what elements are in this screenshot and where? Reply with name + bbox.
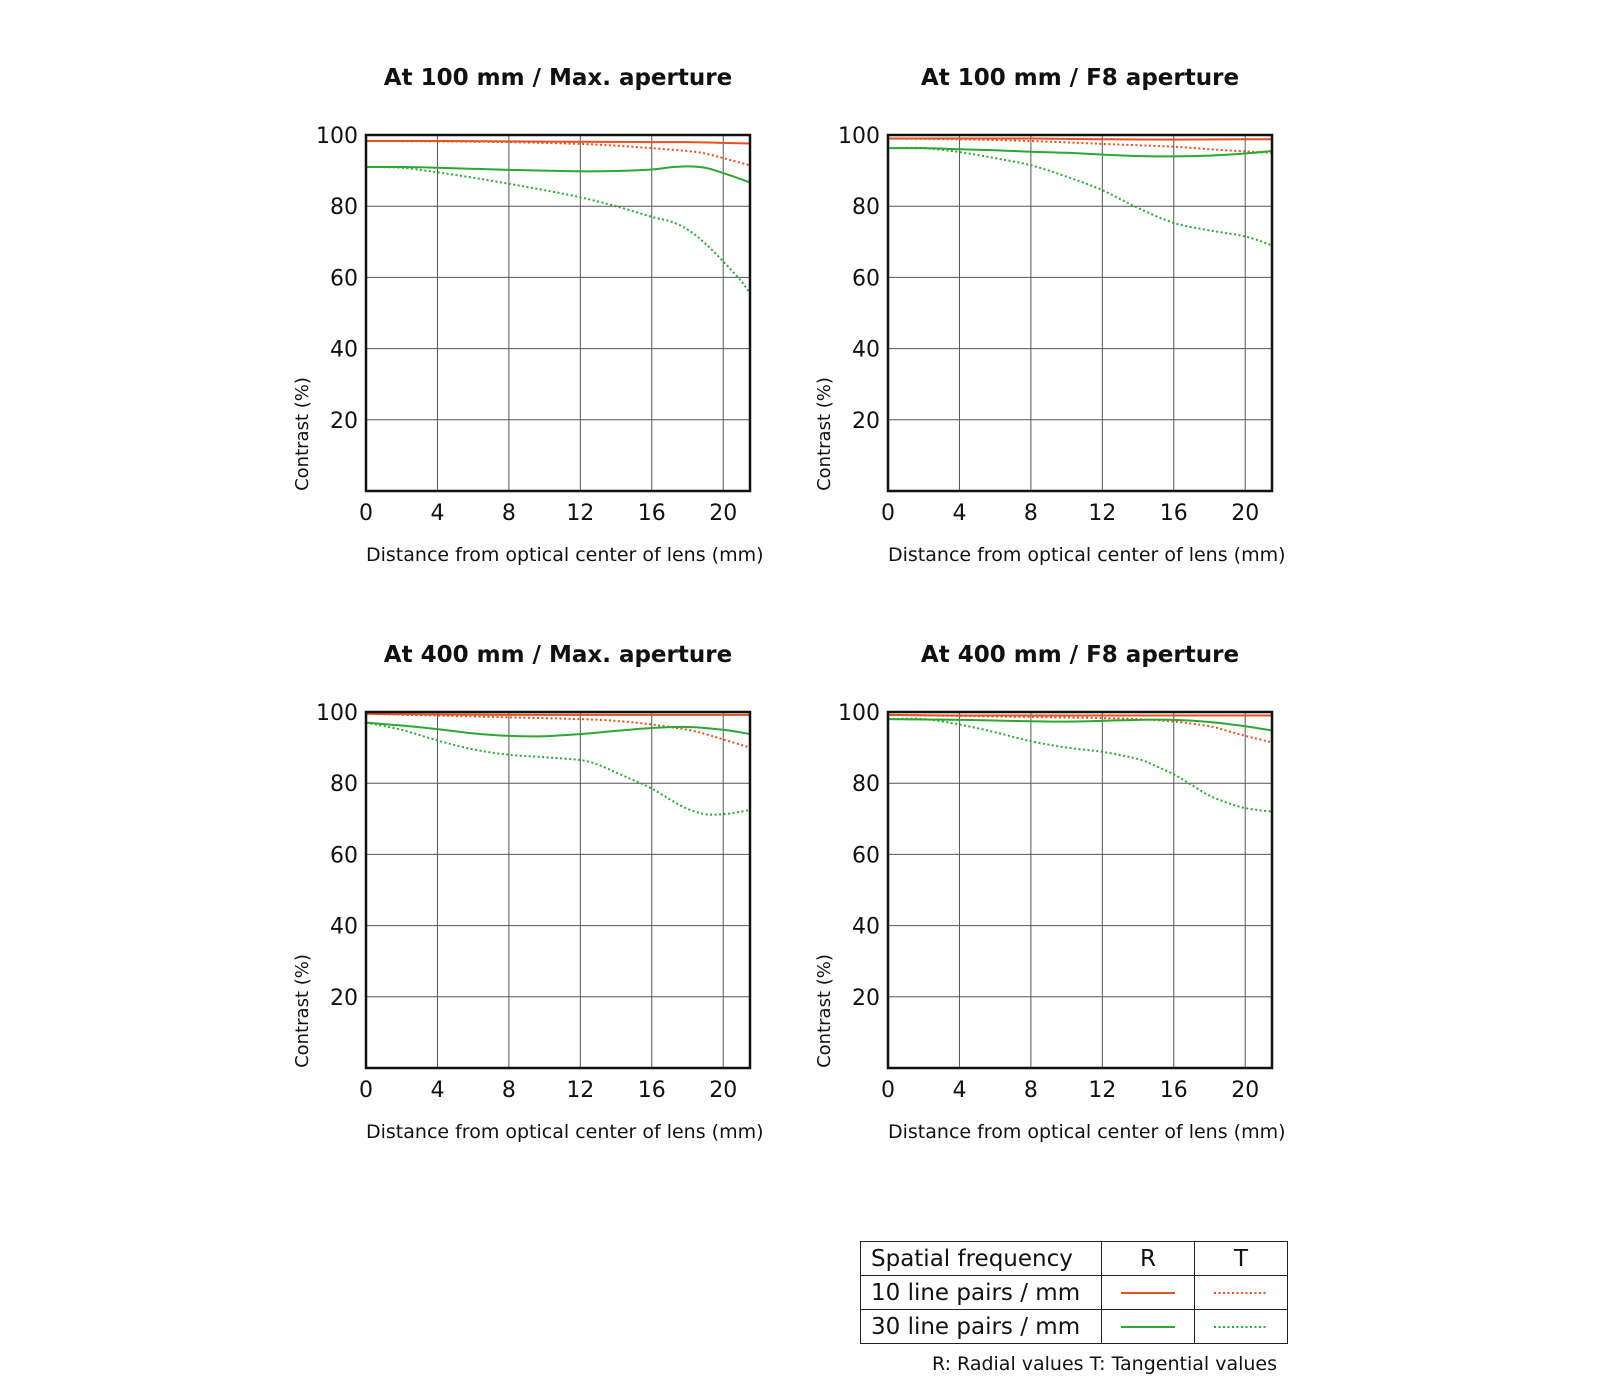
x-tick-label: 8 xyxy=(502,501,516,526)
legend-swatch-10lp-tangential xyxy=(1194,1275,1288,1310)
x-tick-label: 12 xyxy=(566,501,594,526)
legend-swatch-30lp-tangential xyxy=(1194,1309,1288,1344)
legend-header-t: T xyxy=(1194,1241,1288,1276)
y-tick-label: 40 xyxy=(852,338,880,363)
plot-frame xyxy=(886,133,1274,493)
y-tick-label: 100 xyxy=(838,701,880,726)
x-tick-label: 12 xyxy=(1088,501,1116,526)
legend-label-10lp: 10 line pairs / mm xyxy=(860,1275,1102,1310)
y-axis-label: Contrast (%) xyxy=(292,377,313,491)
chart-panel-3: At 400 mm / Max. aperture 20 40 60 80 100 0 4 8 1… xyxy=(292,642,764,1143)
legend-swatch-30lp-radial xyxy=(1101,1309,1195,1344)
x-axis-label: Distance from optical center of lens (mm… xyxy=(888,1121,1286,1143)
y-tick-label: 100 xyxy=(316,701,358,726)
legend-label-30lp: 30 line pairs / mm xyxy=(860,1309,1102,1344)
legend-row-30lp: 30 line pairs / mm xyxy=(860,1309,1288,1344)
series-line-1 xyxy=(887,713,1272,717)
y-tick-label: 60 xyxy=(330,843,358,868)
chart-panel-4: At 400 mm / F8 aperture 20 40 60 80 100 0 4 8 12 1… xyxy=(814,642,1286,1143)
plot-frame xyxy=(364,133,752,493)
series-line-3 xyxy=(365,165,751,184)
y-tick-label: 80 xyxy=(330,772,358,797)
series-line-2 xyxy=(365,712,751,749)
x-tick-label: 12 xyxy=(1088,1078,1116,1103)
x-tick-label: 0 xyxy=(881,501,895,526)
x-tick-label: 4 xyxy=(430,1078,444,1103)
chart-panel-1: At 100 mm / Max. aperture 20 40 60 80 100 0 4 8 1… xyxy=(292,65,764,566)
x-tick-label: 8 xyxy=(1024,501,1038,526)
series-line-3 xyxy=(887,718,1273,732)
x-tick-label: 0 xyxy=(881,1078,895,1103)
x-tick-label: 20 xyxy=(709,501,737,526)
x-tick-label: 16 xyxy=(638,1078,666,1103)
x-axis-label: Distance from optical center of lens (mm… xyxy=(888,544,1286,566)
chart-title: At 100 mm / Max. aperture xyxy=(384,65,732,91)
legend-note: R: Radial values T: Tangential values xyxy=(931,1353,1277,1375)
series-line-1 xyxy=(365,140,751,145)
y-tick-label: 60 xyxy=(852,266,880,291)
x-tick-label: 4 xyxy=(430,501,444,526)
x-tick-label: 8 xyxy=(502,1078,516,1103)
legend-header-label: Spatial frequency xyxy=(860,1241,1102,1276)
y-tick-label: 80 xyxy=(852,772,880,797)
plot-frame xyxy=(886,710,1274,1070)
y-tick-label: 20 xyxy=(852,409,880,434)
series-line-1 xyxy=(365,712,751,716)
series-line-4 xyxy=(887,146,1273,247)
x-tick-label: 20 xyxy=(1231,501,1259,526)
legend-header-r: R xyxy=(1101,1241,1195,1276)
x-axis-label: Distance from optical center of lens (mm… xyxy=(366,1121,764,1143)
legend-swatch-10lp-radial xyxy=(1101,1275,1195,1310)
y-tick-label: 20 xyxy=(330,986,358,1011)
y-tick-label: 60 xyxy=(330,266,358,291)
y-axis-label: Contrast (%) xyxy=(814,954,835,1068)
x-tick-label: 8 xyxy=(1024,1078,1038,1103)
chart-title: At 400 mm / Max. aperture xyxy=(384,642,732,668)
x-tick-label: 16 xyxy=(1160,1078,1188,1103)
series-line-4 xyxy=(365,166,751,295)
y-tick-label: 40 xyxy=(330,915,358,940)
y-tick-label: 80 xyxy=(852,195,880,220)
series-line-1 xyxy=(887,137,1273,141)
chart-title: At 400 mm / F8 aperture xyxy=(921,642,1239,668)
x-tick-label: 0 xyxy=(359,1078,373,1103)
plot-frame xyxy=(364,710,752,1070)
legend-header-row: Spatial frequency R T xyxy=(860,1241,1288,1276)
series-line-3 xyxy=(887,147,1273,158)
chart-title: At 100 mm / F8 aperture xyxy=(921,65,1239,91)
y-axis-label: Contrast (%) xyxy=(814,377,835,491)
x-tick-label: 4 xyxy=(952,501,966,526)
y-tick-label: 40 xyxy=(852,915,880,940)
y-tick-label: 20 xyxy=(852,986,880,1011)
chart-panel-2: At 100 mm / F8 aperture 20 40 60 80 100 0 4 8 12 1… xyxy=(814,65,1286,566)
y-tick-label: 20 xyxy=(330,409,358,434)
legend-row-10lp: 10 line pairs / mm xyxy=(860,1275,1288,1310)
y-tick-label: 80 xyxy=(330,195,358,220)
series-line-2 xyxy=(365,140,751,167)
y-axis-label: Contrast (%) xyxy=(292,954,313,1068)
x-tick-label: 20 xyxy=(1231,1078,1259,1103)
legend-table: Spatial frequency R T 10 line pairs / mm… xyxy=(860,1241,1288,1344)
x-tick-label: 20 xyxy=(709,1078,737,1103)
x-tick-label: 12 xyxy=(566,1078,594,1103)
x-axis-label: Distance from optical center of lens (mm… xyxy=(366,544,764,566)
x-tick-label: 16 xyxy=(638,501,666,526)
y-tick-label: 60 xyxy=(852,843,880,868)
x-tick-label: 0 xyxy=(359,501,373,526)
series-line-3 xyxy=(365,721,751,738)
x-tick-label: 16 xyxy=(1160,501,1188,526)
x-tick-label: 4 xyxy=(952,1078,966,1103)
series-line-4 xyxy=(365,721,751,816)
series-line-2 xyxy=(887,137,1273,154)
y-tick-label: 100 xyxy=(838,124,880,149)
y-tick-label: 100 xyxy=(316,124,358,149)
series-line-4 xyxy=(887,717,1273,813)
y-tick-label: 40 xyxy=(330,338,358,363)
